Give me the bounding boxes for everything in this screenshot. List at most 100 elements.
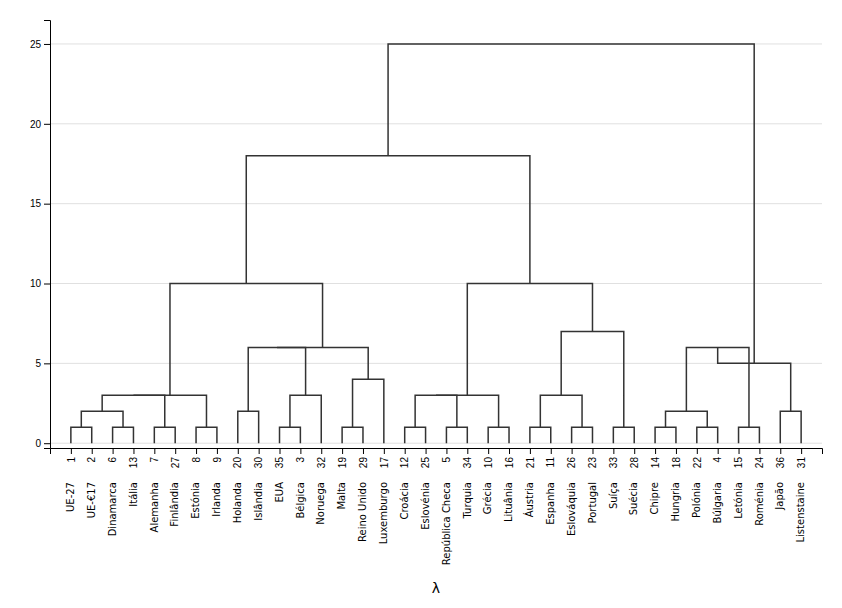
merge-link	[342, 427, 363, 443]
merge-link	[405, 427, 426, 443]
tick-mark	[113, 448, 114, 454]
leaf-label: Islândia	[253, 482, 264, 521]
tick: 7	[149, 448, 160, 463]
tick-label: 5	[35, 358, 41, 369]
merge-link	[530, 427, 551, 443]
merge-link	[739, 427, 760, 443]
leaf-label: Dinamarca	[107, 482, 118, 536]
leaf-label: Roménia	[754, 482, 765, 526]
tick: 3	[295, 448, 306, 463]
tick-label: 9	[212, 457, 223, 463]
merge-link	[102, 395, 165, 427]
leaf-label: Reino Unido	[357, 482, 368, 542]
tick: 2	[86, 448, 97, 463]
tick-label: 10	[30, 278, 42, 289]
tick-mark	[405, 448, 406, 454]
tick-label: 7	[149, 457, 160, 463]
leaf-label: Alemanha	[149, 482, 160, 532]
leaf-label: Malta	[336, 482, 347, 510]
tick-label: 12	[399, 457, 410, 469]
merge-link	[238, 411, 259, 443]
grid	[50, 44, 822, 443]
tick-mark	[300, 448, 301, 454]
tick: 36	[775, 448, 786, 468]
tick: 24	[754, 448, 765, 468]
merge-link	[170, 284, 323, 396]
tick-mark	[363, 448, 364, 454]
tick-mark	[44, 124, 50, 125]
grid-line	[50, 443, 822, 444]
tick: 8	[191, 448, 202, 463]
tick-mark	[154, 448, 155, 454]
merge-link	[780, 411, 801, 443]
tick-label: 20	[232, 457, 243, 469]
leaf-label: UE-€17	[86, 482, 97, 518]
tick-mark	[592, 448, 593, 454]
tick-mark	[342, 448, 343, 454]
tick: 21	[525, 448, 536, 468]
tick: 22	[692, 448, 703, 468]
tick-mark	[655, 448, 656, 454]
leaf-labels: UE-27UE-€17DinamarcaItáliaAlemanhaFinlân…	[65, 482, 806, 565]
tick-label: 36	[775, 457, 786, 469]
tick-mark	[44, 204, 50, 205]
tick-label: 13	[128, 457, 139, 469]
y-axis: 0510152025	[30, 21, 51, 449]
grid-line	[50, 283, 822, 284]
tick-mark	[71, 448, 72, 454]
axis-line	[44, 21, 51, 449]
tick-mark	[280, 448, 281, 454]
grid-line	[50, 203, 822, 204]
tick: 0	[35, 438, 50, 449]
tick: 28	[629, 448, 640, 468]
tick: 15	[733, 448, 744, 468]
tick-label: 16	[504, 457, 515, 469]
tick-mark	[384, 448, 385, 454]
tick-label: 24	[754, 457, 765, 469]
x-axis-label: λ	[432, 580, 440, 596]
leaf-label: Áustria	[523, 482, 535, 517]
grid-line	[50, 123, 822, 124]
tick: 30	[253, 448, 264, 468]
tick: 12	[399, 448, 410, 468]
tick-label: 1	[66, 457, 77, 463]
tick-mark	[217, 448, 218, 454]
merge-link	[488, 427, 509, 443]
tick-label: 5	[441, 457, 452, 463]
merge-link	[71, 427, 92, 443]
merge-link	[248, 347, 305, 411]
merge-link	[613, 427, 634, 443]
tick-mark	[321, 448, 322, 454]
tick: 1	[66, 448, 77, 463]
merge-link	[280, 427, 301, 443]
merge-link	[540, 395, 582, 427]
leaf-label: Chipre	[649, 482, 660, 515]
leaf-label: Lituânia	[503, 482, 514, 522]
leaf-label: Luxemburgo	[378, 482, 389, 544]
leaf-label: Itália	[128, 482, 139, 507]
tick-mark	[133, 448, 134, 454]
merge-link	[113, 427, 134, 443]
tick-mark	[44, 44, 50, 45]
tick-label: 17	[379, 457, 390, 469]
tick: 19	[337, 448, 348, 468]
tick: 18	[671, 448, 682, 468]
tick-label: 35	[274, 457, 285, 469]
merge-link	[353, 379, 384, 443]
tick: 13	[128, 448, 139, 468]
tick-label: 2	[86, 457, 97, 463]
tick: 9	[212, 448, 223, 463]
tick: 14	[650, 448, 661, 468]
tick-label: 20	[30, 119, 42, 130]
tick-mark	[44, 363, 50, 364]
leaf-label: Irlanda	[211, 482, 222, 517]
tick-mark	[530, 448, 531, 454]
tick-mark	[739, 448, 740, 454]
tick-label: 25	[30, 39, 42, 50]
leaf-label: Eslováquia	[566, 482, 577, 536]
tick: 26	[566, 448, 577, 468]
leaf-label: Búlgaria	[712, 482, 723, 523]
tick-mark	[426, 448, 427, 454]
leaf-label: EUA	[274, 482, 285, 503]
axis-line	[51, 449, 823, 455]
